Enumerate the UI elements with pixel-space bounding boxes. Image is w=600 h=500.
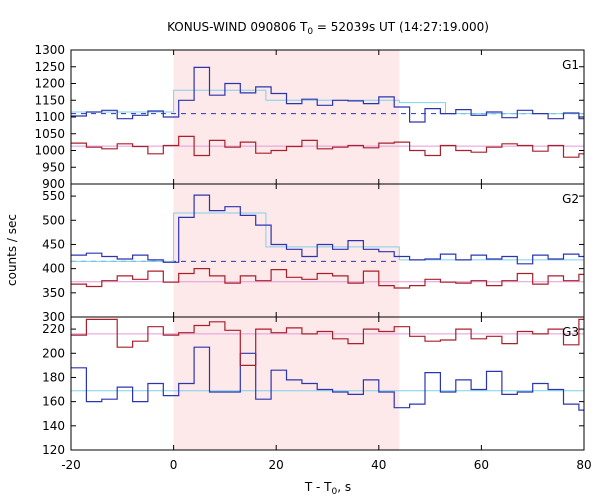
y-tick-label: 140 [42, 419, 65, 433]
x-axis-label-subscript: 0 [332, 487, 338, 497]
y-tick-label: 950 [42, 160, 65, 174]
series-g2-blue [71, 194, 584, 265]
x-axis-label-prefix: T - T [304, 480, 332, 494]
x-tick-label: 20 [269, 458, 284, 472]
x-tick-label: 40 [371, 458, 386, 472]
y-tick-label: 450 [42, 237, 65, 251]
y-tick-label: 300 [42, 310, 65, 324]
fit-line-g2-1 [71, 212, 584, 262]
y-tick-label: 1050 [34, 127, 65, 141]
x-tick-label: 60 [474, 458, 489, 472]
series-g2-red [71, 268, 584, 289]
panel-frame-g3 [70, 316, 585, 451]
y-tick-label: 1300 [34, 43, 65, 57]
x-axis-ticks: -20 0 20 40 60 80 [61, 458, 591, 472]
y-tick-label: 180 [42, 370, 65, 384]
y-tick-label: 1000 [34, 144, 65, 158]
series-g3-blue [71, 346, 584, 411]
series-g1-red [71, 135, 584, 158]
y-tick-label: 1100 [34, 110, 65, 124]
chart-title-prefix: KONUS-WIND 090806 T [167, 20, 308, 34]
y-axis-label: counts / sec [5, 214, 19, 286]
y-tick-label: 500 [42, 213, 65, 227]
y-tick-label: 550 [42, 189, 65, 203]
panel-g3: 120 140 160 180 200 220 G3 [42, 316, 585, 457]
burst-interval-shading [173, 50, 400, 450]
y-tick-label: 400 [42, 262, 65, 276]
x-tick-label: 80 [576, 458, 591, 472]
panel-g2: 300 350 400 450 500 550 G2 [42, 183, 585, 324]
y-tick-label: 1250 [34, 60, 65, 74]
x-tick-label: 0 [170, 458, 178, 472]
panel-label-g2: G2 [562, 192, 579, 206]
y-tick-label: 220 [42, 322, 65, 336]
y-tick-label: 1150 [34, 93, 65, 107]
panels: 9009501000105011001150120012501300G13003… [34, 43, 585, 457]
x-tick-label: -20 [61, 458, 81, 472]
burst-shaded-interval [173, 50, 400, 450]
chart-title-suffix: = 52039s UT (14:27:19.000) [313, 20, 489, 34]
chart-title: KONUS-WIND 090806 T0 = 52039s UT (14:27:… [167, 20, 489, 37]
series-g3-red [71, 318, 584, 366]
panel-label-g3: G3 [562, 325, 579, 339]
y-tick-label: 900 [42, 177, 65, 191]
x-axis-label: T - T0, s [304, 480, 351, 497]
y-tick-label: 200 [42, 346, 65, 360]
y-tick-label: 1200 [34, 77, 65, 91]
x-axis-label-suffix: , s [337, 480, 351, 494]
y-tick-label: 120 [42, 443, 65, 457]
panel-label-g1: G1 [562, 58, 579, 72]
series-g1-blue [71, 66, 584, 123]
y-tick-label: 160 [42, 395, 65, 409]
y-tick-label: 350 [42, 286, 65, 300]
chart-title-subscript: 0 [307, 27, 313, 37]
